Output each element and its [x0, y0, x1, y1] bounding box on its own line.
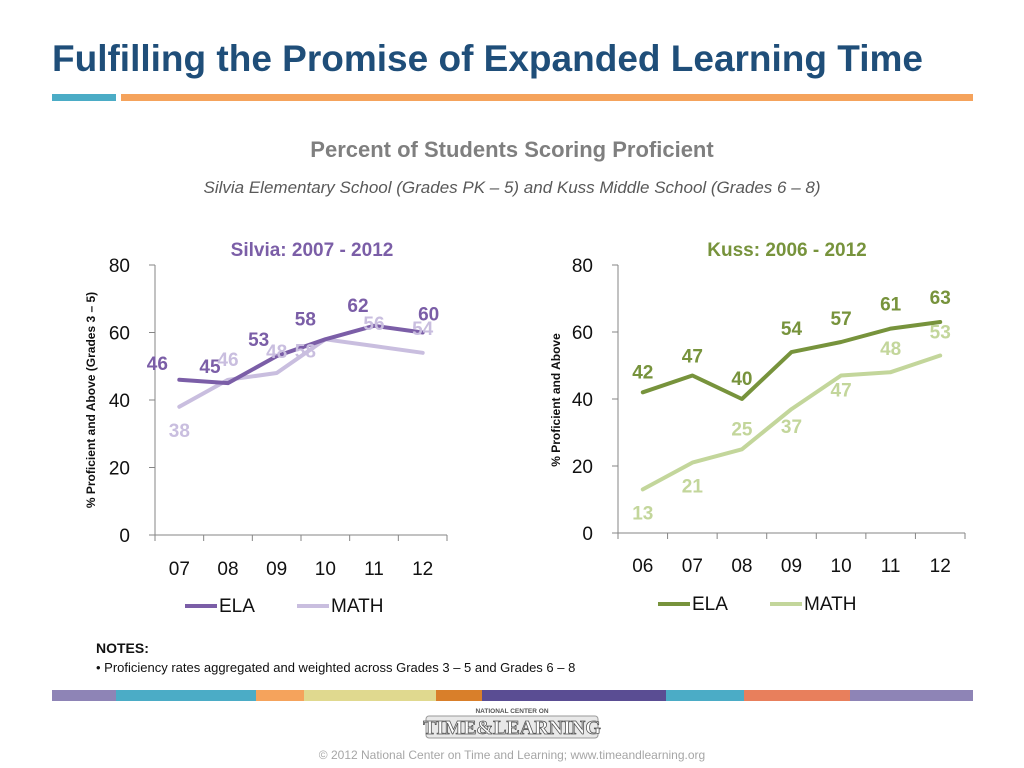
y-tick-label: 60 — [572, 323, 593, 344]
x-tick-label: 11 — [881, 556, 901, 577]
x-tick-label: 11 — [364, 559, 384, 580]
y-tick-label: 20 — [109, 459, 130, 480]
color-bar-segment — [850, 690, 973, 701]
ncetl-logo: NATIONAL CENTER ON TIME&LEARNING — [423, 708, 602, 739]
series-line-ela — [640, 320, 943, 401]
x-tick-label: 08 — [731, 556, 752, 577]
x-tick-label: 07 — [169, 559, 190, 580]
data-label: 42 — [632, 362, 653, 383]
y-tick-label: 60 — [109, 324, 130, 345]
data-label: 48 — [880, 339, 901, 360]
data-label: 37 — [781, 417, 802, 438]
data-label: 21 — [682, 477, 704, 498]
chart-title: Silvia: 2007 - 2012 — [231, 240, 394, 261]
chart-title: Kuss: 2006 - 2012 — [707, 240, 867, 261]
data-label: 38 — [169, 421, 190, 442]
footer-color-bar — [52, 690, 973, 701]
data-label: 46 — [147, 354, 168, 375]
logo-top-text: NATIONAL CENTER ON — [475, 708, 548, 715]
legend-label-math: MATH — [804, 594, 856, 615]
slide-title: Fulfilling the Promise of Expanded Learn… — [52, 38, 923, 79]
chart-subheading: Silvia Elementary School (Grades PK – 5)… — [203, 178, 821, 197]
y-tick-label: 0 — [119, 526, 130, 547]
y-tick-label: 20 — [572, 457, 593, 478]
notes-item: • Proficiency rates aggregated and weigh… — [96, 660, 576, 675]
data-label: 13 — [632, 503, 653, 524]
color-bar-segment — [116, 690, 256, 701]
data-label: 40 — [731, 369, 752, 390]
y-tick-label: 40 — [572, 390, 593, 411]
x-tick-label: 12 — [930, 556, 951, 577]
x-tick-label: 09 — [781, 556, 802, 577]
data-label: 47 — [682, 347, 703, 368]
y-tick-label: 80 — [572, 256, 593, 277]
color-bar-segment — [744, 690, 850, 701]
series-line-ela — [177, 323, 425, 386]
y-axis-label: % Proficient and Above (Grades 3 – 5) — [84, 292, 98, 508]
legend-label-ela: ELA — [692, 594, 728, 615]
data-label: 54 — [412, 319, 434, 340]
logo-main-text: TIME&LEARNING — [423, 717, 601, 739]
y-tick-label: 40 — [109, 391, 130, 412]
x-tick-label: 10 — [831, 556, 852, 577]
title-rule-accent — [52, 94, 116, 101]
data-label: 63 — [930, 288, 951, 309]
color-bar-segment — [436, 690, 482, 701]
charts-canvas: Silvia: 2007 - 2012 % Proficient and Abov… — [84, 240, 966, 617]
data-label: 53 — [930, 322, 951, 343]
data-label: 46 — [217, 350, 238, 371]
data-label: 54 — [781, 319, 803, 340]
color-bar-segment — [304, 690, 436, 701]
legend-label-math: MATH — [331, 596, 383, 617]
x-tick-label: 10 — [315, 559, 336, 580]
x-tick-label: 09 — [266, 559, 287, 580]
data-label: 60 — [418, 305, 439, 326]
x-tick-label: 12 — [412, 559, 433, 580]
color-bar-segment — [666, 690, 744, 701]
y-tick-label: 80 — [109, 256, 130, 277]
x-tick-label: 08 — [217, 559, 238, 580]
color-bar-segment — [256, 690, 304, 701]
x-tick-label: 06 — [632, 556, 653, 577]
data-label: 56 — [363, 314, 384, 335]
y-tick-label: 0 — [582, 524, 593, 545]
chart-heading: Percent of Students Scoring Proficient — [310, 137, 714, 162]
data-label: 45 — [199, 357, 221, 378]
color-bar-segment — [482, 690, 666, 701]
legend-label-ela: ELA — [219, 596, 255, 617]
data-label: 53 — [248, 330, 269, 351]
notes-title: NOTES: — [96, 640, 149, 656]
title-rule — [121, 94, 973, 101]
data-label: 61 — [880, 295, 902, 316]
data-label: 57 — [831, 309, 852, 330]
color-bar-segment — [52, 690, 116, 701]
data-label: 25 — [731, 419, 753, 440]
data-label: 47 — [831, 381, 852, 402]
data-label: 58 — [295, 309, 316, 330]
data-label: 62 — [347, 296, 368, 317]
y-axis-label: % Proficient and Above — [549, 333, 563, 467]
data-label: 58 — [295, 341, 316, 362]
x-tick-label: 07 — [682, 556, 703, 577]
footer-copyright: © 2012 National Center on Time and Learn… — [318, 748, 706, 762]
data-label: 48 — [266, 342, 287, 363]
series-line-math — [640, 353, 943, 492]
